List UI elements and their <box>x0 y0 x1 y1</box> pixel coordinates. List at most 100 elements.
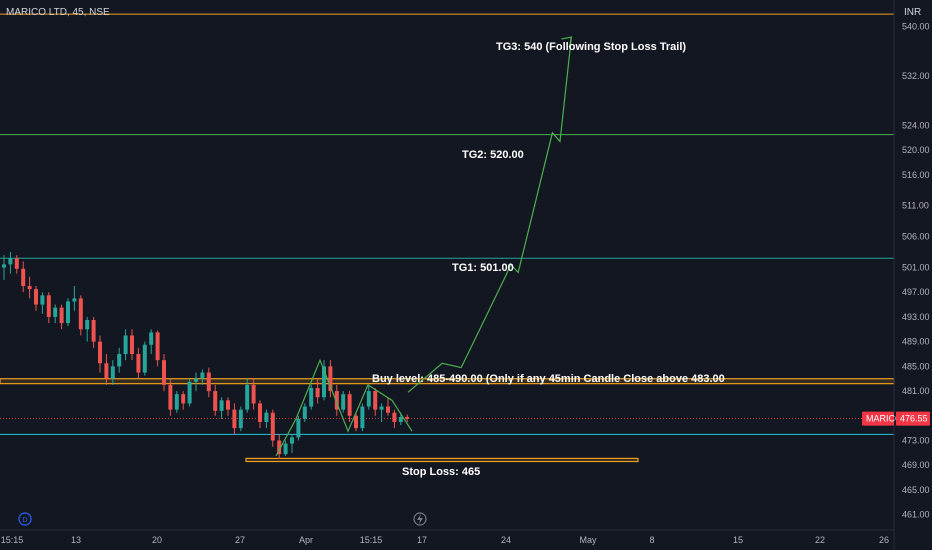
candle <box>78 295 83 336</box>
candle <box>34 286 38 311</box>
candle-body <box>258 403 262 422</box>
stop-label: Stop Loss: 465 <box>402 466 480 478</box>
candle-body <box>219 400 224 411</box>
candle <box>360 403 365 432</box>
candle-body <box>46 295 51 317</box>
candle-body <box>8 258 13 265</box>
candle-body <box>174 394 179 410</box>
candle-body <box>85 320 90 330</box>
badge-value: 476.55 <box>900 414 928 424</box>
projection-path <box>407 36 572 393</box>
candle <box>270 409 275 447</box>
candle <box>290 434 294 453</box>
x-tick-label: 8 <box>649 535 654 545</box>
candle <box>379 403 384 422</box>
buy-label: Buy level: 485-490.00 (Only if any 45min… <box>372 373 725 385</box>
candle <box>309 384 314 410</box>
candle <box>386 397 390 416</box>
candle <box>296 415 301 441</box>
candle <box>123 329 128 361</box>
candle-body <box>309 387 314 407</box>
candle <box>130 329 134 361</box>
candle-body <box>238 409 243 429</box>
tg1-label: TG1: 501.00 <box>452 262 514 274</box>
candle-body <box>322 366 326 398</box>
candle-body <box>27 286 32 290</box>
candle-body <box>302 406 307 419</box>
candle <box>136 347 141 379</box>
candle-body <box>117 354 122 367</box>
candle <box>347 391 352 422</box>
candle <box>53 304 58 324</box>
y-tick-label: 520.00 <box>902 145 930 155</box>
candle <box>258 400 262 429</box>
candle-body <box>72 298 77 302</box>
candle <box>66 298 70 327</box>
badge-symbol-bg <box>862 411 894 426</box>
candle-body <box>270 412 275 441</box>
candle <box>238 406 243 432</box>
candle-body <box>251 384 256 404</box>
candle <box>264 409 269 429</box>
candle-body <box>130 335 134 354</box>
candle-body <box>181 394 186 404</box>
currency-label: INR <box>904 7 921 18</box>
candle <box>8 252 13 274</box>
candle-body <box>21 268 26 287</box>
x-tick-label: Apr <box>299 535 313 545</box>
candle <box>251 378 256 410</box>
candle <box>200 369 205 385</box>
y-tick-label: 501.00 <box>902 263 930 273</box>
candle-body <box>245 384 250 410</box>
candle <box>194 372 198 392</box>
stop-loss-fill <box>246 458 638 462</box>
candle-body <box>91 320 96 342</box>
candle-body <box>104 363 109 379</box>
candle-body <box>283 443 288 455</box>
y-tick-label: 473.00 <box>902 436 930 446</box>
candle-body <box>315 387 320 398</box>
candle-body <box>290 437 294 444</box>
candle <box>206 367 211 398</box>
candle <box>21 261 26 293</box>
badge-symbol: MARICO <box>866 414 902 424</box>
candle-body <box>373 391 378 410</box>
y-tick-label: 524.00 <box>902 120 930 130</box>
candle-body <box>123 335 128 354</box>
candle <box>14 255 19 274</box>
candle <box>328 360 333 398</box>
y-tick-label: 493.00 <box>902 312 930 322</box>
candle-body <box>354 415 358 429</box>
chart-title: MARICO LTD, 45, NSE <box>6 7 110 18</box>
y-tick-label: 489.00 <box>902 337 930 347</box>
candle <box>27 276 32 299</box>
candle <box>213 384 218 416</box>
x-tick-label: 15:15 <box>1 535 24 545</box>
candle <box>187 378 192 407</box>
tg3-label: TG3: 540 (Following Stop Loss Trail) <box>496 41 686 53</box>
candle-body <box>110 366 115 379</box>
lightning-icon[interactable] <box>413 512 427 526</box>
candle-body <box>14 258 19 269</box>
candle <box>315 378 320 404</box>
candle-body <box>162 360 166 385</box>
y-tick-label: 497.00 <box>902 287 930 297</box>
candle <box>162 354 166 392</box>
candle <box>117 347 122 373</box>
y-tick-label: 506.00 <box>902 232 930 242</box>
candle-body <box>386 406 390 413</box>
candle <box>283 440 288 456</box>
y-tick-label: 465.00 <box>902 485 930 495</box>
d-icon[interactable]: D <box>18 512 32 526</box>
y-tick-label: 481.00 <box>902 386 930 396</box>
tg2-label: TG2: 520.00 <box>462 149 524 161</box>
candle <box>59 304 64 330</box>
candle-body <box>328 366 333 392</box>
y-tick-label: 532.00 <box>902 71 930 81</box>
candle-body <box>264 412 269 422</box>
candle <box>341 391 346 413</box>
x-tick-label: 26 <box>879 535 889 545</box>
